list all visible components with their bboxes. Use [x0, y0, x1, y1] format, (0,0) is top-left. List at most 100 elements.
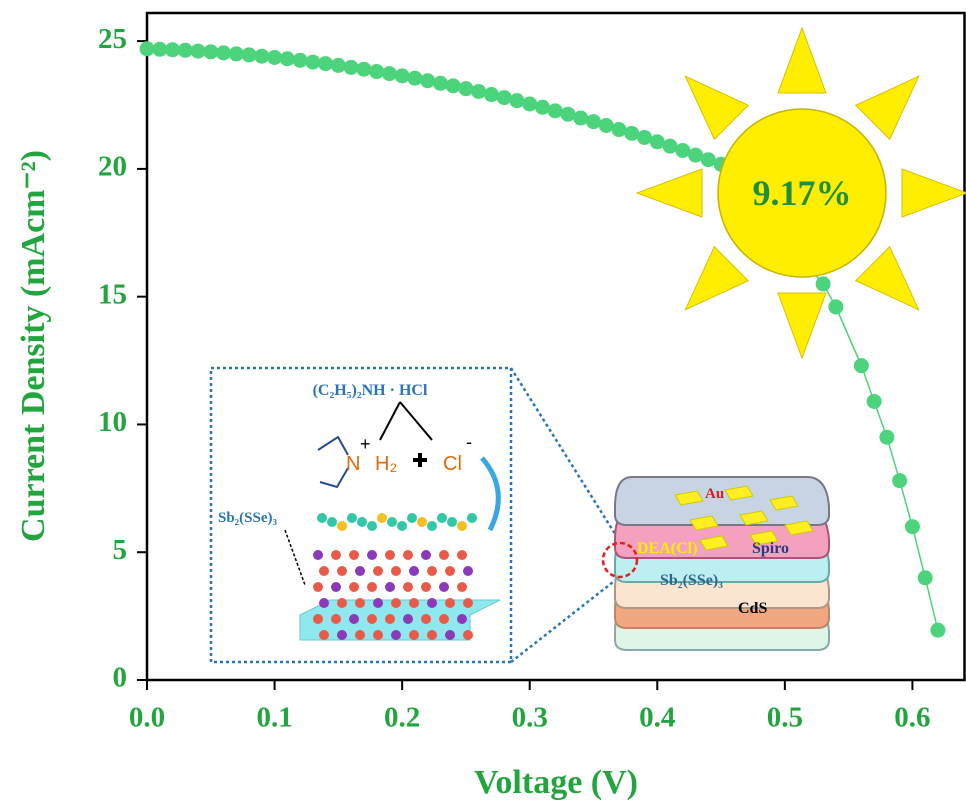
lattice-atom: [391, 566, 401, 576]
lattice-atom: [313, 550, 323, 560]
x-axis-title: Voltage (V): [474, 764, 638, 801]
lattice-atom: [457, 614, 467, 624]
lattice-atom: [319, 630, 329, 640]
lattice-atom: [319, 598, 329, 608]
data-point: [471, 83, 487, 99]
surface-atom: [347, 513, 357, 523]
lattice-atom: [403, 614, 413, 624]
lattice-atom: [385, 582, 395, 592]
data-point: [560, 106, 576, 122]
data-point: [228, 46, 244, 62]
data-point: [547, 103, 563, 119]
y-tick-label: 10: [98, 406, 127, 438]
lattice-atom: [355, 630, 365, 640]
data-point: [534, 99, 550, 115]
lattice-atom: [439, 582, 449, 592]
electrode: [674, 490, 704, 506]
lattice-atom: [421, 582, 431, 592]
lattice-atom: [457, 582, 467, 592]
data-point: [420, 73, 436, 89]
data-point: [879, 429, 895, 445]
electrode: [724, 485, 754, 501]
reagent-label: (C₂H₅)₂NH · HCl: [313, 382, 428, 399]
y-tick-label: 5: [113, 534, 128, 566]
data-point: [292, 52, 308, 68]
absorber-label: Sb₂(SSe)₃: [660, 572, 723, 589]
data-point: [152, 41, 168, 57]
lattice-atom: [367, 582, 377, 592]
x-tick-label: 0.3: [512, 702, 548, 734]
sun-ray: [901, 168, 966, 218]
lattice-atom: [421, 550, 431, 560]
electrode: [699, 535, 729, 551]
dea-label: DEA(Cl): [637, 540, 697, 557]
lattice-atom: [319, 566, 329, 576]
electrode: [749, 530, 779, 546]
lattice-atom: [445, 566, 455, 576]
surface-atom: [447, 517, 457, 527]
cds-label: CdS: [738, 600, 767, 617]
data-point: [458, 81, 474, 97]
lattice-atom: [331, 582, 341, 592]
data-point: [853, 358, 869, 374]
data-point: [598, 117, 614, 133]
sun-disc: [717, 108, 887, 278]
data-point: [904, 519, 920, 535]
lattice-atom: [409, 566, 419, 576]
lattice-atom: [367, 550, 377, 560]
sun-ray: [854, 245, 920, 311]
lattice-atom: [337, 630, 347, 640]
surface-atom: [377, 513, 387, 523]
lattice-atom: [355, 598, 365, 608]
surface-atom: [387, 517, 397, 527]
lattice-atom: [409, 598, 419, 608]
data-point: [522, 96, 538, 112]
plot-frame: [145, 11, 966, 682]
lattice-atom: [439, 614, 449, 624]
arrow: [379, 401, 433, 441]
data-point: [815, 276, 831, 292]
efficiency-label: 9.17%: [753, 173, 852, 213]
surface-atom: [427, 521, 437, 531]
data-point: [216, 45, 232, 61]
sun-ray: [777, 26, 827, 94]
lattice-atom: [349, 550, 359, 560]
lattice-atom: [463, 630, 473, 640]
surface-atom: [357, 517, 367, 527]
surface-atom: [337, 521, 347, 531]
data-point: [241, 47, 257, 63]
au-label: Au: [705, 486, 724, 502]
electrode: [784, 520, 814, 536]
data-point: [369, 64, 385, 80]
y-axis-title: Current Density (mAcm⁻²): [15, 150, 52, 542]
lattice-atom: [373, 598, 383, 608]
data-point: [305, 54, 321, 70]
spiro-label: Spiro: [752, 540, 789, 557]
surface-atom: [417, 517, 427, 527]
surface-atom: [467, 513, 477, 523]
data-point: [930, 622, 946, 638]
lattice-atom: [385, 614, 395, 624]
minus-label: -: [466, 432, 472, 452]
electrode: [739, 510, 769, 526]
lattice-atom: [403, 582, 413, 592]
data-point: [828, 299, 844, 315]
sun: 9.17%: [635, 26, 966, 360]
lattice-atom: [445, 630, 455, 640]
sun-ray: [635, 168, 703, 218]
lattice-atom: [373, 630, 383, 640]
lattice-atom: [421, 614, 431, 624]
lattice-atom: [337, 566, 347, 576]
y-tick-label: 20: [98, 151, 127, 183]
data-point: [509, 93, 525, 109]
data-point: [688, 147, 704, 163]
n-label: N: [346, 453, 360, 475]
surface-atom: [457, 521, 467, 531]
inset: (C₂H₅)₂NH · HCl N+H₂ Cl- Sb₂(SSe)₃: [209, 366, 624, 664]
data-point: [267, 49, 283, 65]
layer: [614, 476, 830, 526]
y-tick-label: 25: [98, 23, 127, 55]
ethyl: [317, 435, 349, 489]
data-point: [662, 138, 678, 154]
